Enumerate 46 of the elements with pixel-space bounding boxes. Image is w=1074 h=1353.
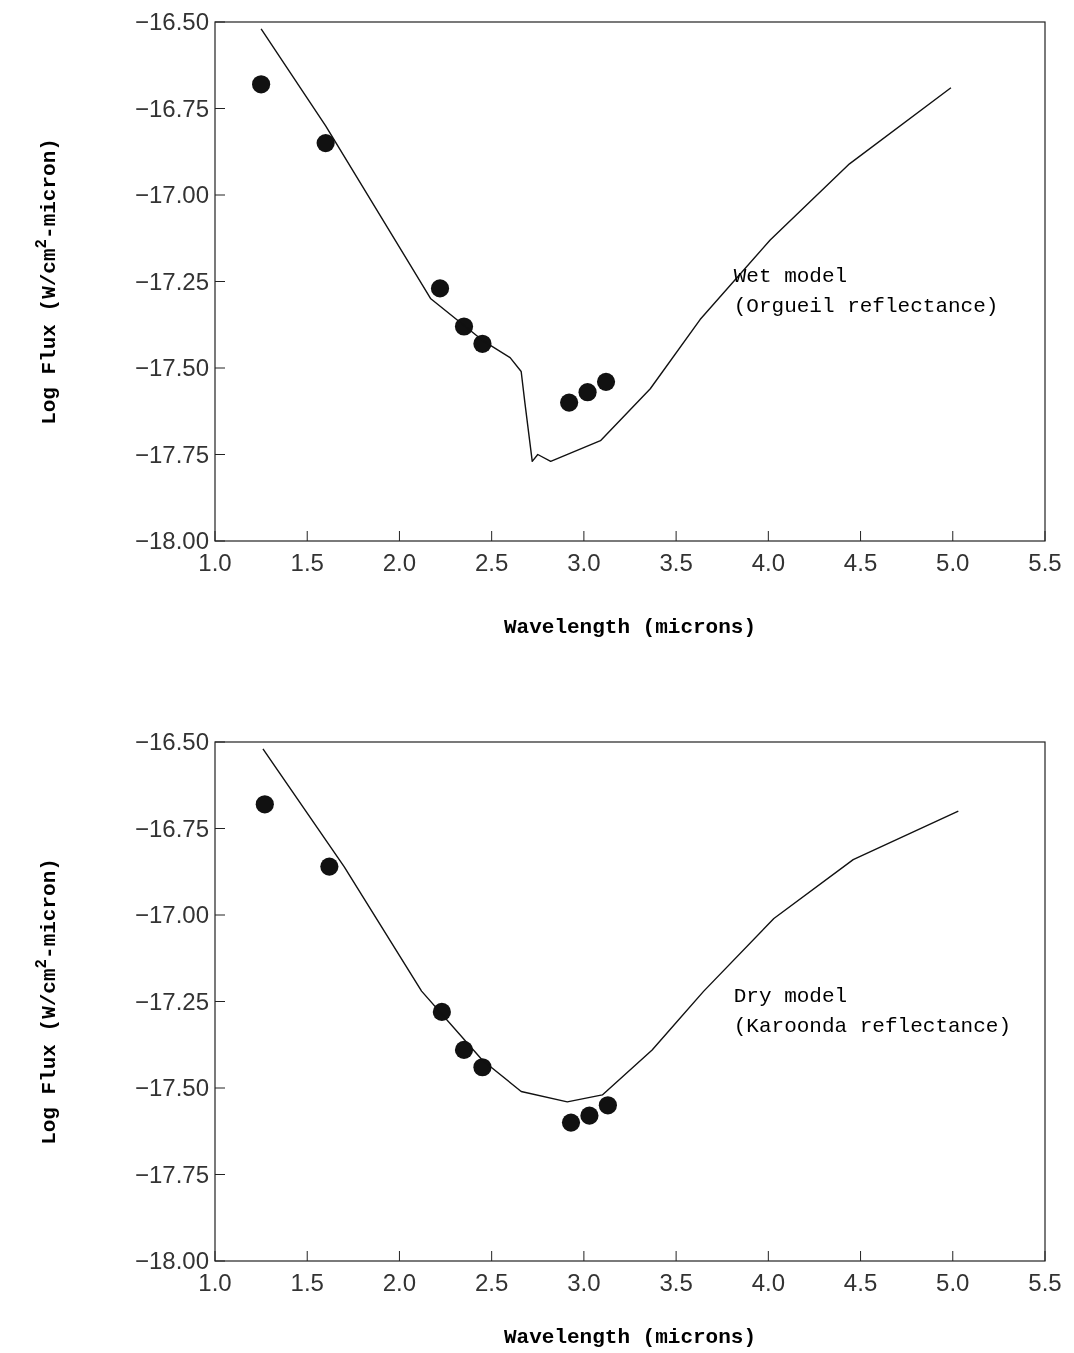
x-tick-label: 2.0 xyxy=(382,549,417,576)
x-tick-label: 3.5 xyxy=(659,549,693,576)
point xyxy=(320,857,339,876)
y-tick-label: −17.75 xyxy=(134,440,209,468)
y-tick-label: −17.75 xyxy=(134,1160,209,1188)
x-tick-label: 5.5 xyxy=(1028,1269,1062,1296)
point xyxy=(473,1058,492,1077)
y-tick-label: −17.25 xyxy=(134,267,209,295)
x-tick-label: 4.5 xyxy=(843,1269,878,1296)
x-tick-label: 3.5 xyxy=(659,1269,693,1296)
x-tick-label: 5.5 xyxy=(1028,549,1062,576)
point xyxy=(255,795,274,814)
y-tick-label: −17.50 xyxy=(134,354,209,382)
y-tick-label: −17.00 xyxy=(134,901,209,929)
annotation: Dry model (Karoonda reflectance) xyxy=(733,984,1011,1038)
x-tick-label: 5.0 xyxy=(936,549,970,576)
point xyxy=(598,1096,617,1115)
x-tick-label: 1.5 xyxy=(290,1269,324,1296)
y-tick-label: −17.00 xyxy=(134,181,209,209)
point xyxy=(454,1040,474,1060)
x-tick-label: 2.0 xyxy=(382,1269,417,1296)
x-tick-label: 2.5 xyxy=(474,549,509,576)
point xyxy=(596,372,616,391)
x-axis-title: Wavelength (microns) xyxy=(503,616,757,639)
x-axis-title: Wavelength (microns) xyxy=(503,1326,757,1349)
y-tick-label: −16.75 xyxy=(134,94,209,122)
point xyxy=(430,279,450,298)
x-tick-label: 2.5 xyxy=(474,1269,509,1296)
x-tick-label: 5.0 xyxy=(936,1269,970,1296)
x-tick-label: 4.5 xyxy=(843,549,878,576)
y-tick-label: −17.50 xyxy=(134,1074,209,1102)
point xyxy=(578,383,597,402)
y-tick-label: −17.25 xyxy=(134,987,209,1015)
point xyxy=(560,393,579,412)
point xyxy=(252,75,271,94)
x-tick-label: 3.0 xyxy=(567,549,601,576)
point xyxy=(580,1106,599,1125)
x-tick-label: 3.0 xyxy=(567,1269,601,1296)
y-tick-label: −16.50 xyxy=(134,8,209,36)
point xyxy=(316,134,335,153)
x-tick-label: 4.0 xyxy=(751,1269,786,1296)
y-tick-label: −16.50 xyxy=(134,728,209,756)
x-tick-label: 1.5 xyxy=(290,549,324,576)
x-tick-label: 4.0 xyxy=(751,549,786,576)
point xyxy=(561,1113,581,1132)
y-tick-label: −16.75 xyxy=(134,814,209,842)
